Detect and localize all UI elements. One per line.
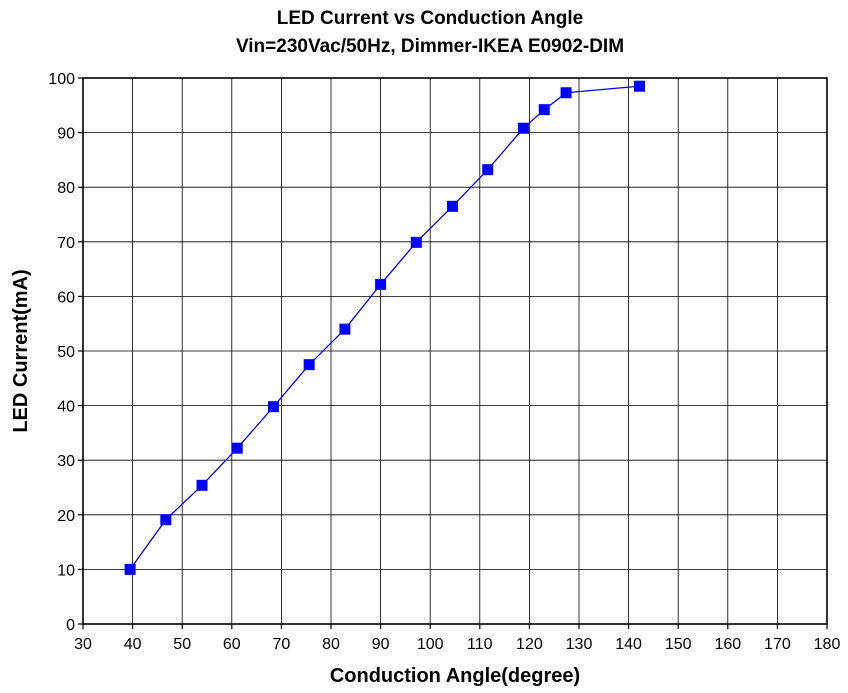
data-point-marker [303,359,315,371]
x-tick-label: 40 [124,636,142,653]
y-tick-label: 70 [57,235,75,252]
plot-area [82,77,828,625]
data-point-marker [231,442,243,454]
y-tick-label: 0 [66,617,75,634]
x-tick-label: 170 [764,636,791,653]
data-point-marker [375,278,387,290]
series-layer [124,80,646,575]
y-tick-label: 50 [57,344,75,361]
x-tick-label: 120 [516,636,543,653]
data-point-marker [267,401,279,413]
data-point-marker [339,323,351,335]
x-tick-label: 100 [417,636,444,653]
x-tick-label: 80 [322,636,340,653]
x-axis-label: Conduction Angle(degree) [330,665,580,687]
x-tick-label: 110 [467,636,493,653]
data-point-marker [160,514,172,526]
chart-title: LED Current vs Conduction Angle [277,8,583,29]
x-tick-label: 130 [566,636,593,653]
x-tick-label: 90 [372,636,390,653]
data-point-marker [196,479,208,491]
data-point-marker [560,87,572,99]
data-point-marker [124,563,136,575]
data-point-marker [634,80,646,92]
y-tick-label: 10 [57,562,75,579]
x-tick-label: 30 [74,636,92,653]
x-tick-label: 160 [714,636,741,653]
x-tick-label: 50 [173,636,191,653]
x-tick-label: 70 [273,636,291,653]
y-tick-label: 40 [57,399,75,416]
data-point-marker [517,122,529,134]
data-point-marker [538,104,550,116]
x-tick-label: 60 [223,636,241,653]
axis-ticks: 30 40 50 60 70 80 90 100 110 120 130 140 150 160 170 18… [48,71,840,653]
y-tick-label: 90 [57,126,75,143]
x-tick-label: 180 [814,636,841,653]
data-point-marker [447,200,459,212]
y-tick-label: 60 [57,289,75,306]
x-tick-label: 150 [665,636,692,653]
y-tick-label: 20 [57,508,75,525]
y-tick-label: 80 [57,180,75,197]
data-point-marker [410,236,422,248]
series-line [129,85,640,570]
y-tick-label: 100 [48,71,75,88]
y-tick-label: 30 [57,453,75,470]
x-tick-label: 140 [615,636,642,653]
chart-subtitle: Vin=230Vac/50Hz, Dimmer-IKEA E0902-DIM [236,36,624,57]
data-point-marker [482,164,494,176]
grid [83,78,827,624]
y-axis-label: LED Current(mA) [10,269,32,432]
